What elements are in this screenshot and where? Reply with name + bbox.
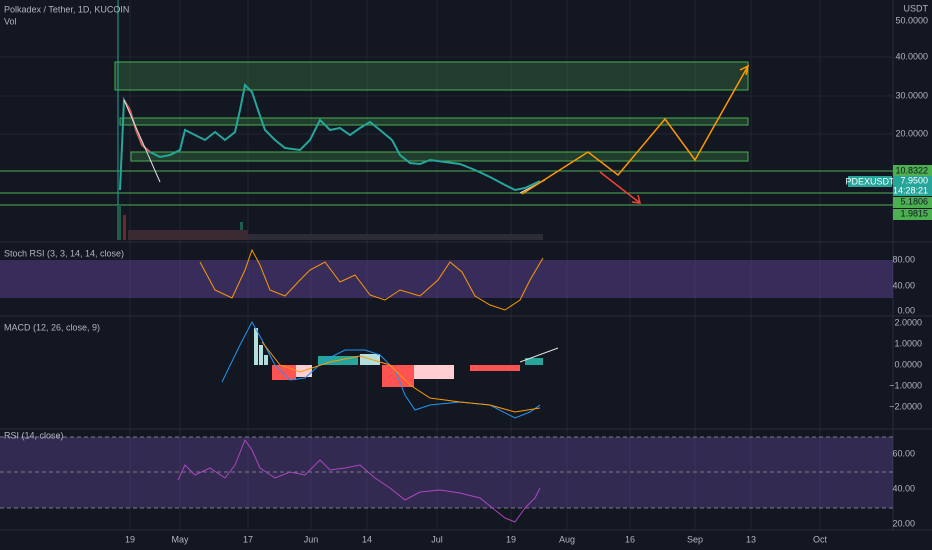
symbol-box [848, 176, 892, 187]
rsi-tick: 60.00 [892, 448, 915, 458]
pane-title: RSI (14, close) [4, 430, 64, 440]
time-tick: 16 [625, 534, 635, 544]
time-tick: 13 [746, 534, 756, 544]
pane-title: MACD (12, 26, close, 9) [4, 322, 100, 332]
price-tick: 40.0000 [895, 51, 928, 61]
level-label: 5.1806 [900, 196, 928, 206]
stoch-line [199, 248, 544, 311]
macd-tick: 1.0000 [894, 338, 922, 348]
price-tick: 30.0000 [895, 90, 928, 100]
macd-tick: 2.0000 [894, 317, 922, 327]
last-price-box [893, 176, 932, 196]
time-tick: Aug [559, 534, 575, 544]
stoch-band [0, 260, 893, 298]
price-candles [119, 82, 541, 192]
time-tick: Jun [304, 534, 319, 544]
trend-line [519, 347, 559, 363]
macd-tick: −2.0000 [889, 401, 922, 411]
time-tick: 14 [362, 534, 372, 544]
volume-label: Vol [4, 16, 17, 26]
support-zone [130, 151, 749, 162]
currency: USDT [904, 3, 929, 13]
price-tick: 20.0000 [895, 128, 928, 138]
time-tick: Oct [813, 534, 828, 544]
stoch-tick: 0.00 [897, 305, 915, 315]
time-tick: 19 [125, 534, 135, 544]
last-price: 7.9500 [900, 175, 928, 185]
label-box [893, 165, 932, 176]
rsi-tick: 40.00 [892, 483, 915, 493]
stoch-tick: 80.00 [892, 254, 915, 264]
price-tick: 50.0000 [895, 15, 928, 25]
label-box [893, 209, 932, 220]
symbol-title: Polkadex / Tether, 1D, KUCOIN [4, 4, 129, 14]
projection-bull [521, 65, 749, 195]
macd-tick: −1.0000 [889, 380, 922, 390]
time-tick: Sep [687, 534, 703, 544]
stoch-tick: 40.00 [892, 280, 915, 290]
rsi-line [177, 438, 541, 523]
volume [117, 205, 543, 240]
pane-title: Stoch RSI (3, 3, 14, 14, close) [4, 248, 124, 258]
symbol-label: PDEXUSDT [845, 176, 895, 186]
trend-line [123, 99, 161, 183]
resistance-zone [114, 61, 749, 91]
arrow-head [631, 194, 641, 204]
time-tick: 19 [506, 534, 516, 544]
arrow-head [739, 64, 750, 76]
grid [0, 0, 893, 530]
macd-tick: 0.0000 [894, 359, 922, 369]
time-tick: Jul [431, 534, 443, 544]
projection-bear [599, 171, 641, 204]
signal-line [261, 341, 541, 413]
label-box [893, 197, 932, 208]
time-tick: 17 [243, 534, 253, 544]
time-tick: May [171, 534, 189, 544]
level-label: 1.9815 [900, 208, 928, 218]
countdown: 14:28:21 [893, 185, 928, 195]
zone [119, 117, 749, 126]
rsi-tick: 20.00 [892, 518, 915, 528]
level-label: 10.8322 [895, 165, 928, 175]
